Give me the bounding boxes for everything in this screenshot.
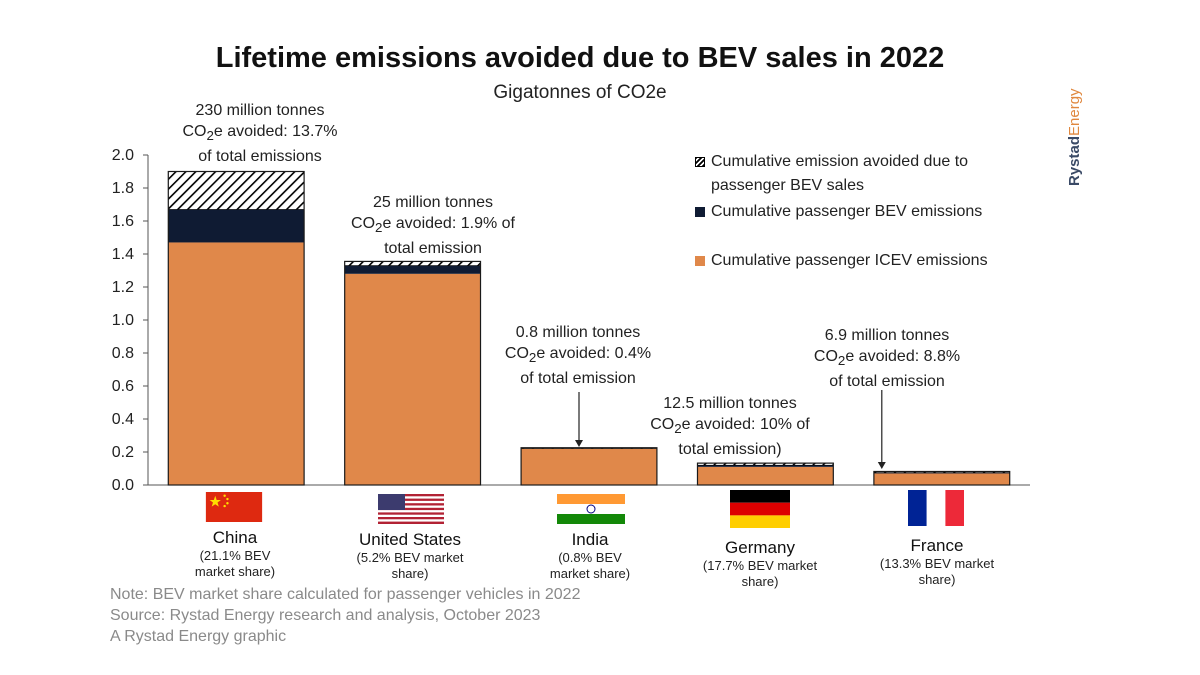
china-flag-icon: [205, 492, 263, 522]
annotation-arrows: [575, 390, 886, 469]
legend: Cumulative emission avoided due to passe…: [695, 150, 1041, 273]
category-label-united-states: United States (5.2% BEV market share): [356, 530, 464, 581]
bev-swatch-icon: [695, 207, 705, 217]
bar-outline: [520, 447, 658, 486]
arrow-head: [575, 440, 583, 447]
bar-outline: [167, 170, 305, 486]
footnotes: Note: BEV market share calculated for pa…: [110, 584, 580, 647]
legend-item-bev: Cumulative passenger BEV emissions: [695, 200, 1041, 224]
y-tick-label: 0.2: [112, 444, 134, 461]
chart-subtitle: Gigatonnes of CO2e: [493, 82, 667, 103]
y-tick-label: 0.6: [112, 378, 134, 395]
y-axis: 0.0 0.2 0.4 0.6 0.8 1.0 1.2 1.4 1.6 1.8 2.0: [112, 147, 1030, 494]
india-flag-icon: [557, 494, 625, 524]
category-label-china: China (21.1% BEV market share): [194, 528, 276, 579]
bar-segment-bev: [697, 465, 834, 467]
france-flag-icon: [908, 490, 964, 526]
bar-segment-icev: [168, 242, 305, 485]
category-label-india: India (0.8% BEV market share): [549, 530, 631, 581]
bar-outline: [696, 462, 834, 486]
hatch-swatch-icon: [695, 157, 705, 167]
y-tick-label: 2.0: [112, 147, 134, 164]
y-tick-label: 0.4: [112, 411, 134, 428]
y-tick-label: 0.8: [112, 345, 134, 362]
y-tick-label: 1.0: [112, 312, 134, 329]
legend-item-icev: Cumulative passenger ICEV emissions: [695, 249, 1041, 273]
bar-segment-icev: [344, 273, 481, 485]
bar-segment-avoided: [344, 261, 481, 266]
y-tick-label: 1.4: [112, 246, 134, 263]
category-label-germany: Germany (17.7% BEV market share): [702, 538, 818, 589]
note-line: Note: BEV market share calculated for pa…: [110, 586, 581, 603]
bar-segment-icev: [521, 448, 657, 485]
y-tick-label: 1.2: [112, 279, 134, 296]
bar-segment-bev: [168, 209, 305, 243]
arrow-head: [877, 462, 886, 469]
annotation-united-states: 25 million tonnes CO2e avoided: 1.9% of …: [351, 194, 515, 258]
source-line: Source: Rystad Energy research and analy…: [110, 607, 541, 624]
y-tick-label: 1.8: [112, 180, 134, 197]
chart-title: Lifetime emissions avoided due to BEV sa…: [215, 42, 945, 74]
icev-swatch-icon: [695, 256, 705, 266]
germany-flag-icon: [730, 490, 790, 528]
bar-segment-icev: [697, 466, 834, 485]
credit-line: A Rystad Energy graphic: [110, 628, 287, 645]
y-tick-label: 1.6: [112, 213, 134, 230]
bar-segment-icev: [873, 473, 1010, 485]
y-tick-label: 0.0: [112, 477, 134, 494]
legend-item-avoided: Cumulative emission avoided due to passe…: [695, 150, 1041, 198]
annotation-germany: 12.5 million tonnes CO2e avoided: 10% of…: [650, 395, 810, 459]
bar-segment-avoided: [167, 171, 305, 210]
bar-outline: [873, 470, 1011, 486]
annotation-india: 0.8 million tonnes CO2e avoided: 0.4% of…: [504, 324, 652, 388]
category-label-france: France (13.3% BEV market share): [879, 536, 995, 587]
bars: [167, 170, 1011, 486]
usa-flag-icon: [378, 494, 444, 524]
bar-segment-bev: [344, 265, 481, 274]
annotation-china: 230 million tonnes CO2e avoided: 13.7% o…: [182, 102, 338, 166]
bar-outline: [344, 260, 482, 486]
bar-segment-bev: [873, 472, 1010, 474]
annotation-france: 6.9 million tonnes CO2e avoided: 8.8% of…: [813, 327, 961, 391]
